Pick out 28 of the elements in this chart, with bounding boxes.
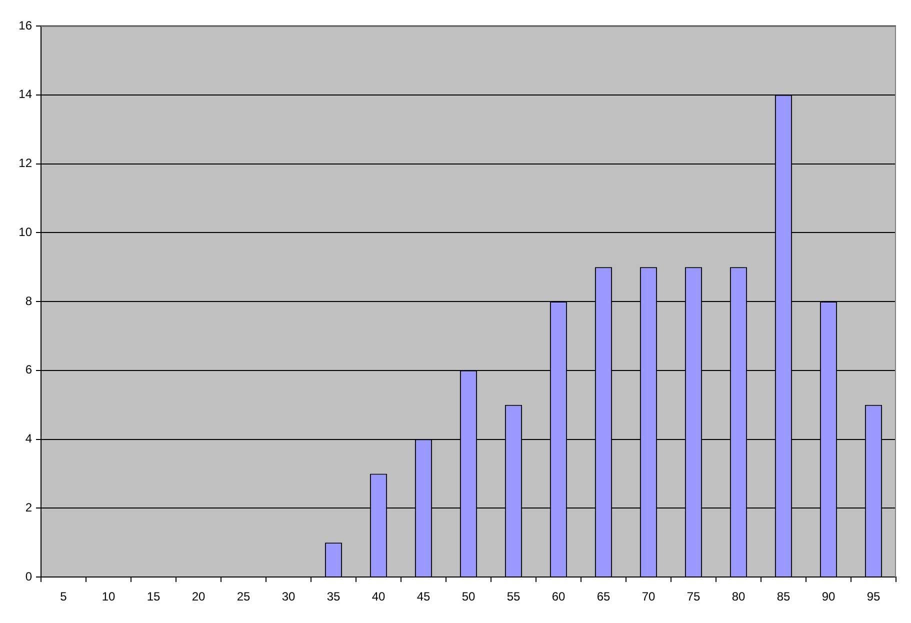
- x-tick-label: 20: [192, 590, 206, 604]
- x-tick-label: 35: [326, 590, 340, 604]
- y-tick-label: 0: [25, 569, 32, 584]
- x-tick-label: 5: [60, 590, 68, 604]
- x-tick-label: 70: [642, 590, 656, 604]
- y-tick-label: 8: [25, 294, 32, 308]
- y-tick-label: 12: [18, 156, 32, 170]
- y-tick-label: 16: [18, 18, 32, 32]
- y-tick-label: 4: [25, 432, 32, 446]
- y-tick-label: 2: [25, 500, 32, 514]
- x-tick-label: 85: [776, 590, 790, 604]
- x-tick-label: 55: [506, 590, 520, 604]
- x-tick-label: 80: [732, 590, 746, 604]
- x-tick-label: 45: [416, 590, 430, 604]
- x-tick-label: 65: [596, 590, 610, 604]
- x-tick-label: 75: [686, 590, 700, 604]
- x-tick-label: 15: [146, 590, 160, 604]
- x-tick-label: 10: [102, 590, 116, 604]
- x-tick-label: 50: [462, 590, 476, 604]
- x-tick-label: 95: [866, 590, 880, 604]
- x-tick-label: 60: [552, 590, 566, 604]
- x-tick-label: 40: [372, 590, 386, 604]
- x-tick-label: 90: [822, 590, 836, 604]
- y-tick-label: 14: [18, 87, 32, 102]
- x-tick-label: 25: [236, 590, 250, 604]
- x-tick-label: 30: [282, 590, 296, 604]
- y-tick-label: 10: [18, 224, 32, 239]
- y-tick-label: 6: [25, 362, 32, 377]
